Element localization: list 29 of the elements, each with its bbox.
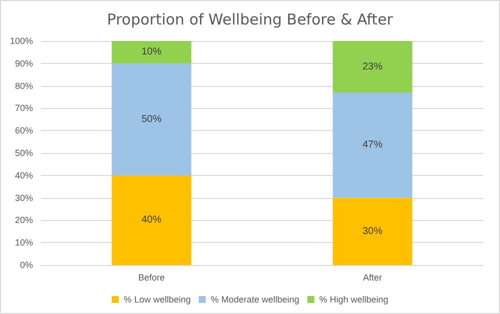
data-label: 30%	[362, 226, 383, 237]
legend-label: % High wellbeing	[319, 294, 388, 304]
y-tick-label: 0%	[20, 260, 33, 270]
data-label: 23%	[362, 61, 383, 72]
bar	[332, 198, 412, 265]
data-label: 50%	[141, 114, 162, 125]
y-tick-label: 30%	[14, 192, 33, 203]
y-tick-label: 60%	[14, 126, 33, 136]
y-tick-label: 10%	[14, 238, 33, 248]
bar	[112, 63, 192, 176]
y-tick-label: 70%	[14, 103, 33, 114]
x-tick-label: After	[362, 272, 382, 282]
legend-label: % Low wellbeing	[124, 294, 191, 304]
chart-title: Proportion of Wellbeing Before & After	[107, 10, 394, 28]
y-tick-label: 40%	[14, 170, 33, 180]
x-tick-label: Before	[138, 272, 165, 282]
data-label: 47%	[362, 140, 383, 151]
data-label: 10%	[141, 46, 162, 58]
bar	[112, 41, 192, 64]
data-label: 40%	[141, 214, 162, 226]
bar	[332, 41, 412, 93]
y-tick-label: 90%	[14, 58, 33, 68]
bar	[112, 175, 192, 265]
legend-label: % Moderate wellbeing	[210, 294, 300, 304]
bar	[332, 92, 412, 198]
y-tick-label: 80%	[14, 80, 33, 91]
y-tick-label: 100%	[10, 36, 33, 46]
y-tick-label: 20%	[14, 215, 33, 226]
y-tick-label: 50%	[14, 148, 33, 158]
